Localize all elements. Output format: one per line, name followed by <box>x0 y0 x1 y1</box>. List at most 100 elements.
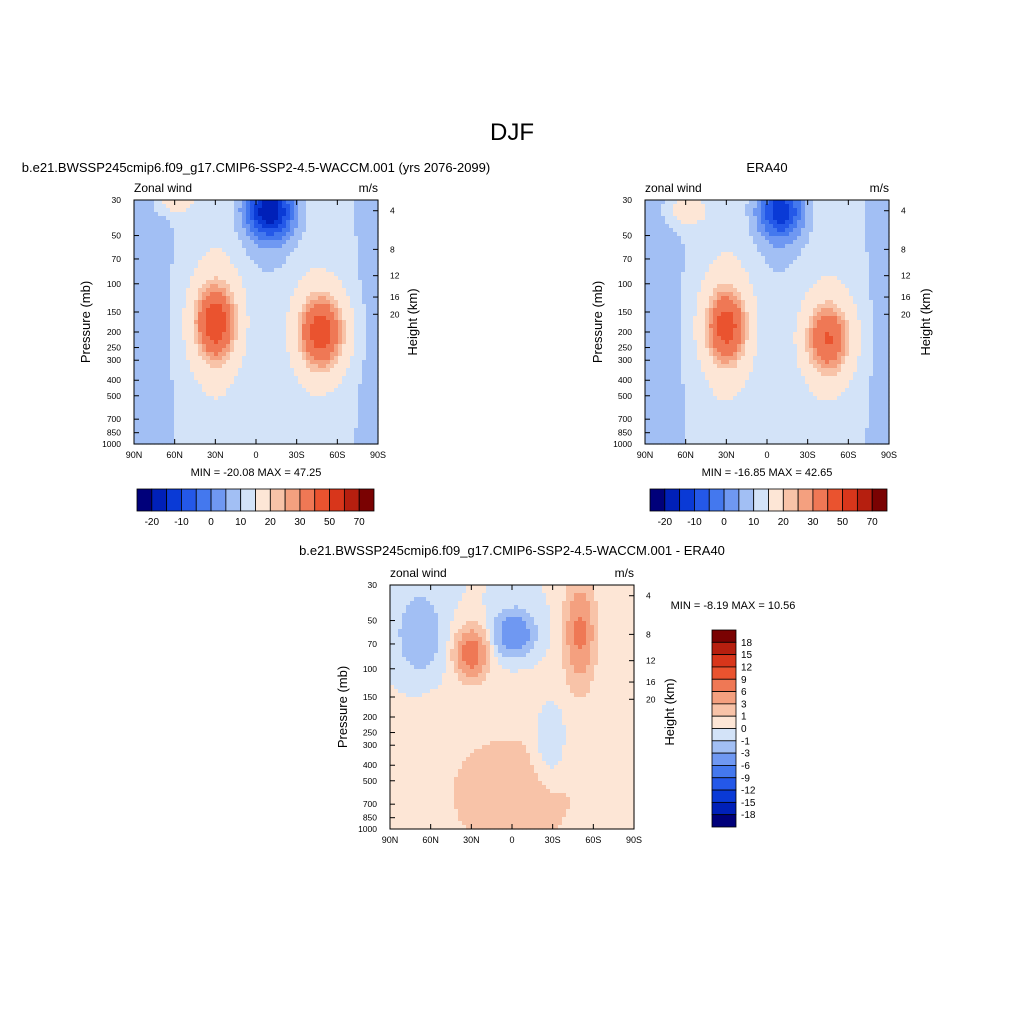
contour-cell <box>194 356 199 361</box>
contour-cell <box>166 204 171 209</box>
contour-cell <box>178 216 183 221</box>
contour-cell <box>358 372 363 377</box>
contour-cell <box>142 240 147 245</box>
contour-cell <box>182 428 187 433</box>
contour-cell <box>334 280 339 285</box>
contour-cell <box>753 232 758 237</box>
contour-cell <box>757 256 762 261</box>
contour-cell <box>274 312 279 317</box>
contour-cell <box>146 216 151 221</box>
contour-cell <box>721 216 726 221</box>
contour-cell <box>653 276 658 281</box>
contour-cell <box>194 440 199 445</box>
contour-cell <box>298 252 303 257</box>
contour-cell <box>258 328 263 333</box>
contour-cell <box>198 324 203 329</box>
contour-cell <box>737 252 742 257</box>
contour-cell <box>278 296 283 301</box>
contour-cell <box>190 376 195 381</box>
contour-cell <box>306 408 311 413</box>
contour-cell <box>689 272 694 277</box>
contour-cell <box>330 240 335 245</box>
contour-cell <box>338 228 343 233</box>
contour-cell <box>206 248 211 253</box>
contour-cell <box>334 308 339 313</box>
contour-cell <box>250 244 255 249</box>
contour-cell <box>350 212 355 217</box>
contour-cell <box>178 204 183 209</box>
contour-cell <box>290 388 295 393</box>
contour-cell <box>154 296 159 301</box>
contour-cell <box>258 212 263 217</box>
contour-cell <box>374 376 379 381</box>
contour-cell <box>230 440 235 445</box>
contour-cell <box>218 212 223 217</box>
contour-cell <box>202 304 207 309</box>
contour-cell <box>362 292 367 297</box>
contour-cell <box>645 240 650 245</box>
contour-cell <box>194 384 199 389</box>
contour-cell <box>322 224 327 229</box>
contour-cell <box>334 256 339 261</box>
contour-cell <box>250 272 255 277</box>
contour-cell <box>138 360 143 365</box>
contour-cell <box>174 280 179 285</box>
contour-cell <box>166 428 171 433</box>
contour-cell <box>310 388 315 393</box>
contour-cell <box>749 272 754 277</box>
contour-cell <box>226 324 231 329</box>
contour-cell <box>797 216 802 221</box>
contour-cell <box>274 440 279 445</box>
contour-cell <box>274 376 279 381</box>
contour-cell <box>717 240 722 245</box>
contour-cell <box>769 224 774 229</box>
contour-cell <box>278 244 283 249</box>
contour-cell <box>677 264 682 269</box>
contour-cell <box>669 276 674 281</box>
contour-cell <box>661 252 666 257</box>
contour-cell <box>685 256 690 261</box>
contour-cell <box>366 332 371 337</box>
contour-cell <box>649 220 654 225</box>
contour-cell <box>298 240 303 245</box>
contour-cell <box>286 244 291 249</box>
contour-cell <box>781 268 786 273</box>
contour-cell <box>150 240 155 245</box>
contour-cell <box>262 292 267 297</box>
contour-cell <box>318 272 323 277</box>
contour-cell <box>238 316 243 321</box>
contour-cell <box>358 396 363 401</box>
contour-cell <box>194 372 199 377</box>
contour-cell <box>757 228 762 233</box>
contour-cell <box>729 200 734 205</box>
contour-cell <box>186 308 191 313</box>
contour-cell <box>354 300 359 305</box>
contour-cell <box>206 336 211 341</box>
contour-cell <box>346 332 351 337</box>
contour-cell <box>334 320 339 325</box>
contour-cell <box>186 440 191 445</box>
contour-cell <box>262 224 267 229</box>
contour-cell <box>693 264 698 269</box>
contour-cell <box>653 272 658 277</box>
contour-cell <box>150 228 155 233</box>
contour-cell <box>350 400 355 405</box>
contour-cell <box>741 240 746 245</box>
contour-cell <box>282 372 287 377</box>
contour-cell <box>178 352 183 357</box>
contour-cell <box>194 208 199 213</box>
contour-cell <box>154 376 159 381</box>
contour-cell <box>849 248 854 253</box>
contour-cell <box>298 208 303 213</box>
contour-cell <box>346 396 351 401</box>
contour-cell <box>306 316 311 321</box>
contour-cell <box>825 224 830 229</box>
contour-cell <box>230 252 235 257</box>
contour-cell <box>705 228 710 233</box>
contour-cell <box>278 384 283 389</box>
contour-cell <box>861 252 866 257</box>
contour-cell <box>298 416 303 421</box>
contour-cell <box>338 328 343 333</box>
contour-cell <box>278 260 283 265</box>
contour-cell <box>322 232 327 237</box>
